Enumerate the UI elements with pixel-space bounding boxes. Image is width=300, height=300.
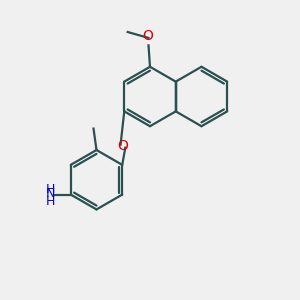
Text: O: O xyxy=(142,29,153,43)
Text: O: O xyxy=(118,139,128,153)
Text: N: N xyxy=(45,188,55,200)
Text: H: H xyxy=(45,183,55,196)
Text: H: H xyxy=(45,195,55,208)
